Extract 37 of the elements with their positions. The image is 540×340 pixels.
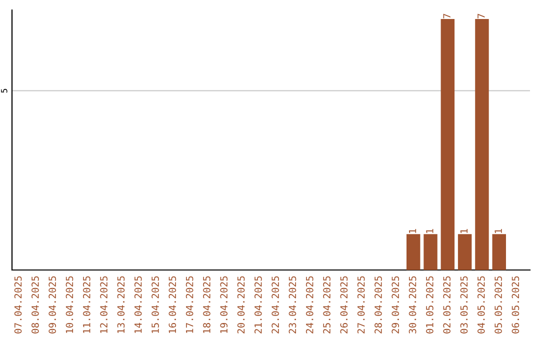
x-tick-label: 17.04.2025 [186, 276, 194, 333]
x-tick-label: 12.04.2025 [100, 276, 108, 333]
x-tick-label: 23.04.2025 [288, 276, 296, 334]
data-label: 1 [460, 228, 468, 233]
data-label: 7 [478, 14, 485, 18]
x-tick-label: 25.04.2025 [323, 276, 330, 334]
x-tick-label: 16.04.2025 [168, 276, 176, 333]
x-tick-label: 09.04.2025 [48, 276, 56, 334]
x-tick-label: 13.04.2025 [117, 276, 125, 333]
x-tick-label: 27.04.2025 [357, 276, 365, 334]
x-tick-label: 18.04.2025 [203, 276, 210, 333]
x-tick-label: 04.05.2025 [477, 276, 485, 334]
data-label: 1 [408, 228, 416, 233]
x-tick-label: 07.04.2025 [14, 276, 22, 334]
x-tick-label: 06.05.2025 [512, 276, 520, 334]
data-label: 7 [443, 14, 450, 18]
x-tick-label: 21.04.2025 [254, 276, 262, 334]
data-label: 1 [426, 228, 434, 233]
x-tick-label: 30.04.2025 [408, 276, 416, 334]
x-tick-label: 19.04.2025 [220, 276, 228, 333]
x-tick-label: 01.05.2025 [426, 276, 434, 334]
x-tick-label: 22.04.2025 [272, 276, 279, 334]
x-tick-label: 15.04.2025 [152, 276, 159, 333]
x-tick-label: 02.05.2025 [443, 276, 451, 334]
x-tick-label: 05.05.2025 [494, 276, 502, 334]
ref-line-label: 5 [1, 88, 8, 93]
x-tick-label: 03.05.2025 [460, 276, 468, 334]
x-tick-label: 26.04.2025 [340, 276, 348, 334]
x-tick-label: 10.04.2025 [66, 276, 74, 333]
x-tick-label: 08.04.2025 [32, 276, 39, 334]
x-tick-label: 14.04.2025 [134, 276, 142, 333]
x-tick-label: 20.04.2025 [237, 276, 245, 334]
x-tick-label: 29.04.2025 [392, 276, 400, 334]
data-label: 1 [494, 228, 502, 233]
x-tick-label: 11.04.2025 [82, 276, 90, 333]
x-tick-label: 24.04.2025 [306, 276, 314, 334]
x-tick-label: 28.04.2025 [374, 276, 382, 334]
